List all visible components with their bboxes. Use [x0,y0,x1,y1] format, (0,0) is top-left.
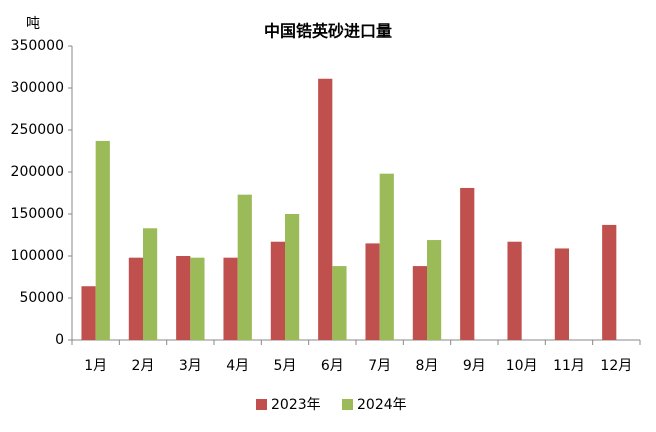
y-tick-label: 300000 [11,80,64,96]
chart-title: 中国锆英砂进口量 [264,22,392,41]
legend-swatch [256,399,267,410]
x-tick-label: 1月 [84,358,107,374]
y-tick-label: 50000 [19,290,64,306]
bar [554,248,569,340]
bar [95,140,110,340]
x-tick-label: 12月 [600,358,632,374]
bar [365,243,380,340]
x-tick-label: 3月 [179,358,202,374]
y-tick-label: 100000 [11,248,64,264]
x-tick-label: 9月 [463,358,486,374]
bar [460,187,475,340]
bar [427,240,442,340]
bar [379,173,394,340]
bar [128,257,143,340]
x-tick-label: 10月 [506,358,538,374]
bar [176,256,191,340]
bar [143,228,158,340]
bar [412,266,427,340]
bar [507,241,522,340]
x-tick-label: 2月 [132,358,155,374]
y-axis-unit: 吨 [26,16,40,32]
y-tick-label: 350000 [11,38,64,54]
x-tick-label: 7月 [368,358,391,374]
y-tick-label: 250000 [11,122,64,138]
bar [332,266,347,340]
bar [237,194,252,340]
bar [285,214,300,340]
x-tick-label: 4月 [226,358,249,374]
legend-label: 2024年 [357,397,407,413]
legend-swatch [342,399,353,410]
bar [190,257,205,340]
y-tick-label: 150000 [11,206,64,222]
x-tick-label: 6月 [321,358,344,374]
x-tick-label: 8月 [416,358,439,374]
legend-label: 2023年 [271,397,321,413]
x-tick-label: 5月 [274,358,297,374]
bar [270,241,285,340]
bar [223,257,238,340]
bar [602,224,617,340]
x-tick-label: 11月 [553,358,585,374]
bar [318,78,333,340]
y-tick-label: 200000 [11,164,64,180]
y-tick-label: 0 [55,332,64,348]
bar [81,286,96,340]
